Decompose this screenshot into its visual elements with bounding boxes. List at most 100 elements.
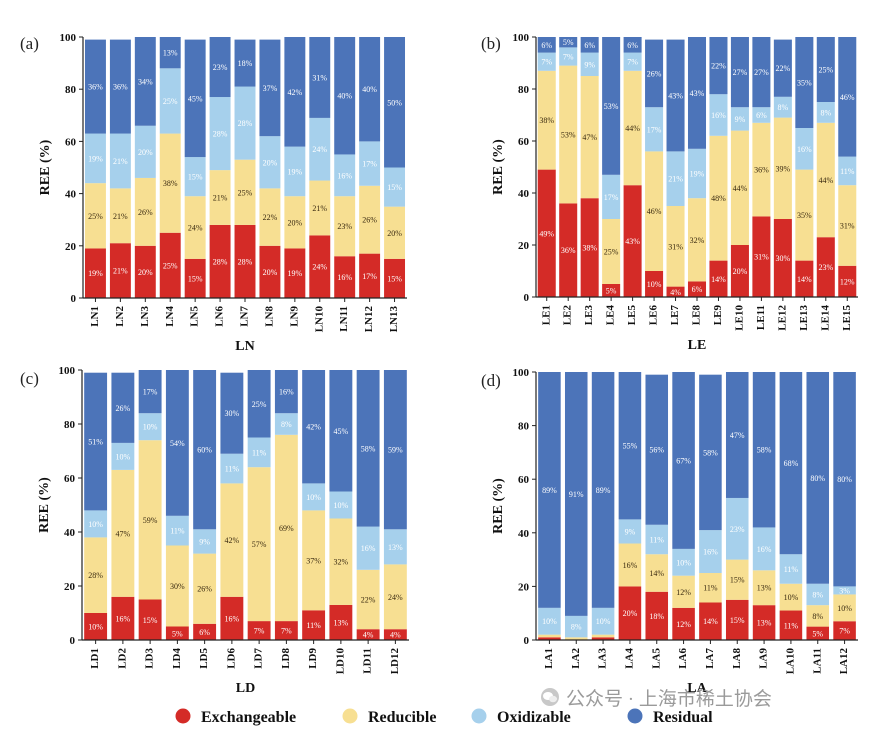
data-label: 27% [754, 68, 769, 77]
data-label: 22% [263, 213, 278, 222]
bar-segment-exchangeable [623, 185, 642, 297]
x-tick-label: LN3 [139, 306, 151, 327]
bar-segment-oxidizable [672, 548, 695, 576]
bar-segment-oxidizable [725, 497, 749, 560]
data-label: 16% [797, 145, 812, 154]
data-label: 39% [776, 164, 791, 173]
bar-segment-residual [618, 372, 642, 520]
data-label: 48% [711, 194, 726, 203]
data-label: 67% [676, 456, 691, 465]
x-axis-title: LE [688, 338, 707, 353]
x-tick-label: LD7 [253, 648, 265, 669]
data-label: 58% [757, 446, 772, 455]
y-tick-label: 80 [64, 419, 76, 431]
data-label: 8% [571, 623, 582, 632]
bar-segment-reducible [259, 188, 281, 246]
bar-segment-reducible [538, 634, 561, 638]
bar-segment-exchangeable [838, 265, 857, 297]
x-tick-label: LA5 [650, 648, 662, 669]
bar-segment-exchangeable [329, 604, 353, 640]
bar-segment-residual [730, 37, 749, 108]
bar-segment-residual [259, 39, 281, 137]
data-label: 11% [252, 448, 267, 457]
x-tick-label: LA12 [838, 648, 850, 675]
bar-segment-exchangeable [591, 637, 615, 640]
bar-segment-reducible [833, 594, 856, 622]
y-tick-label: 100 [59, 365, 76, 377]
bar-segment-exchangeable [672, 607, 695, 640]
bar-segment-residual [247, 370, 271, 438]
data-label: 10% [542, 617, 557, 626]
bar-segment-oxidizable [220, 453, 244, 484]
bar-segment-oxidizable [806, 583, 830, 606]
data-label: 38% [582, 244, 597, 253]
bar-segment-exchangeable [274, 621, 298, 640]
data-label: 7% [541, 58, 552, 67]
bar-segment-reducible [84, 537, 108, 613]
data-label: 18% [238, 59, 253, 68]
bar-segment-reducible [165, 545, 189, 627]
bar-segment-exchangeable [618, 586, 642, 640]
data-label: 10% [676, 558, 691, 567]
data-label: 6% [692, 285, 703, 294]
legend-marker-reducible [342, 708, 358, 724]
data-label: 6% [199, 628, 210, 637]
bar-segment-reducible [134, 177, 156, 246]
bar-segment-exchangeable [165, 626, 189, 640]
data-label: 25% [252, 400, 267, 409]
data-label: 26% [138, 208, 153, 217]
data-label: 16% [361, 544, 376, 553]
data-label: 13% [388, 543, 403, 552]
x-axis-title: LD [236, 681, 255, 696]
bar-segment-reducible [752, 122, 771, 217]
bar-segment-exchangeable [138, 599, 162, 640]
bar-segment-exchangeable [687, 281, 707, 297]
data-label: 10% [784, 593, 799, 602]
bar-segment-reducible [725, 559, 749, 600]
bar-segment-exchangeable [159, 232, 181, 298]
data-label: 58% [703, 448, 718, 457]
bar-segment-exchangeable [752, 605, 776, 640]
data-label: 25% [604, 248, 619, 257]
bar-segment-exchangeable [220, 596, 244, 640]
data-label: 11% [703, 584, 718, 593]
x-tick-label: LN1 [89, 306, 101, 327]
bar-segment-residual [752, 372, 776, 528]
x-tick-label: LD11 [362, 648, 374, 674]
x-tick-label: LE13 [798, 305, 810, 331]
data-label: 20% [288, 218, 303, 227]
data-label: 31% [754, 253, 769, 262]
panel-label: (a) [20, 34, 39, 53]
bar-segment-reducible [602, 219, 621, 284]
bar-segment-residual [329, 370, 353, 492]
bar-segment-oxidizable [84, 510, 108, 538]
bar-segment-residual [564, 372, 588, 616]
data-label: 43% [625, 237, 640, 246]
data-label: 21% [113, 212, 128, 221]
bar-segment-oxidizable [816, 102, 835, 123]
bar-segment-residual [666, 39, 685, 152]
x-tick-label: LN7 [239, 306, 251, 327]
x-tick-label: LA3 [597, 648, 609, 669]
data-label: 19% [88, 269, 103, 278]
data-label: 28% [88, 571, 103, 580]
bar-segment-oxidizable [309, 117, 331, 181]
bar-segment-oxidizable [833, 586, 856, 595]
bar-segment-oxidizable [699, 530, 722, 573]
bar-segment-residual [193, 370, 217, 530]
data-label: 17% [647, 125, 662, 134]
data-label: 31% [312, 73, 327, 82]
x-tick-label: LN6 [214, 306, 226, 327]
bar-segment-reducible [234, 159, 256, 225]
data-label: 11% [225, 465, 240, 474]
bar-segment-reducible [816, 122, 835, 238]
data-label: 18% [649, 612, 664, 621]
bar-segment-reducible [699, 573, 722, 603]
data-label: 89% [596, 486, 611, 495]
data-label: 11% [170, 527, 185, 536]
bar-segment-reducible [109, 188, 131, 244]
watermark: 公众号 · 上海市稀土协会 [541, 688, 772, 710]
data-label: 55% [623, 442, 638, 451]
bar-segment-residual [234, 39, 256, 87]
watermark-text: 公众号 · 上海市稀土协会 [566, 688, 772, 710]
